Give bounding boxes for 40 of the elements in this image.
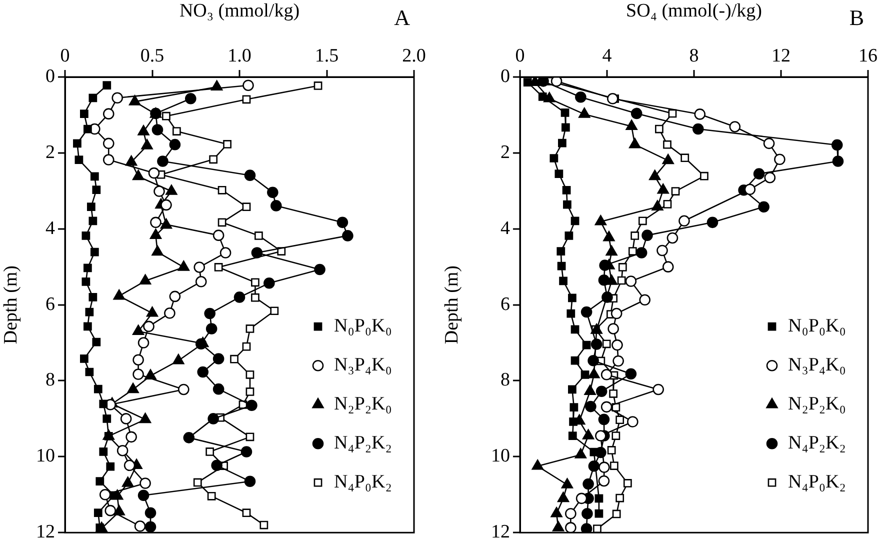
legend-label: N₀P₀K₀ [334, 316, 392, 337]
y-axis-title: Depth (m) [0, 265, 22, 344]
y-tick-label: 12 [36, 522, 55, 543]
y-tick-label: 10 [36, 446, 55, 467]
y-tick-label: 6 [500, 294, 510, 315]
legend-label: N₃P₄K₀ [334, 354, 392, 376]
y-tick-label: 12 [491, 522, 510, 543]
x-tick-label: 16 [858, 46, 878, 67]
y-tick-label: 8 [500, 370, 510, 391]
y-tick-label: 4 [500, 218, 510, 239]
y-tick-label: 2 [46, 142, 55, 163]
x-tick-label: 1.0 [228, 46, 252, 67]
legend-label: N₄P₀K₂ [334, 472, 392, 493]
x-tick-label: 4 [602, 46, 612, 67]
x-tick-label: 1.5 [314, 46, 339, 67]
y-tick-label: 8 [46, 370, 55, 391]
x-tick-label: 0 [60, 46, 70, 67]
legend-label: N₄P₂K₂ [334, 432, 392, 454]
y-tick-label: 4 [46, 218, 56, 239]
legend-label: N₄P₂K₂ [788, 432, 846, 454]
x-axis-title: NO₃ (mmol/kg) [179, 0, 300, 22]
legend-label: N₂P₂K₀ [334, 394, 392, 415]
x-tick-label: 0 [515, 46, 525, 67]
legend-label: N₂P₂K₀ [788, 394, 846, 415]
legend-label: N₃P₄K₀ [788, 354, 846, 376]
text: A [394, 4, 410, 30]
y-tick-label: 2 [500, 142, 510, 163]
y-tick-label: 0 [46, 66, 55, 87]
y-tick-label: 0 [500, 66, 510, 87]
legend-label: N₄P₀K₂ [788, 472, 846, 493]
y-tick-label: 10 [491, 446, 510, 467]
y-axis-title: Depth (m) [441, 265, 462, 344]
legend-label: N₀P₀K₀ [788, 316, 846, 337]
x-tick-label: 12 [772, 46, 790, 67]
x-tick-label: 2.0 [402, 46, 426, 67]
x-tick-label: 0.5 [140, 46, 164, 67]
x-axis-title: SO₄ (mmol(-)/kg) [626, 0, 762, 22]
x-tick-label: 8 [689, 46, 699, 67]
y-tick-label: 6 [46, 294, 55, 315]
text: B [849, 4, 864, 30]
